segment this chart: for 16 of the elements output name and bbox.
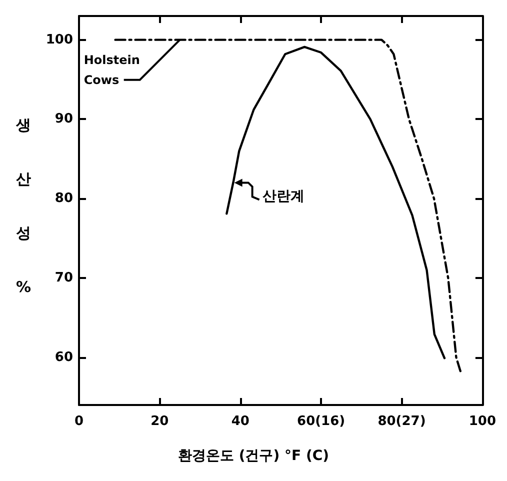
y-tick-label: 90 [54,112,73,127]
annotation: Holstein Cows [84,52,140,87]
x-tick-label: 20 [150,414,169,429]
y-tick-label: 80 [54,191,73,206]
y-tick-label: 60 [54,350,73,365]
x-tick-label: 60(16) [297,414,346,429]
x-axis-title: 환경온도 (건구) °F (C) [178,448,330,464]
x-tick-label: 80(27) [378,414,426,429]
y-tick-label: 100 [46,32,73,48]
x-tick-label: 40 [231,414,250,429]
x-tick-label: 100 [468,414,496,429]
text: 생산성 % [16,116,32,296]
line-series [226,46,446,360]
annotation: 산란계 [262,188,304,205]
y-tick-label: 70 [54,270,73,286]
x-tick-label: 0 [74,414,84,429]
